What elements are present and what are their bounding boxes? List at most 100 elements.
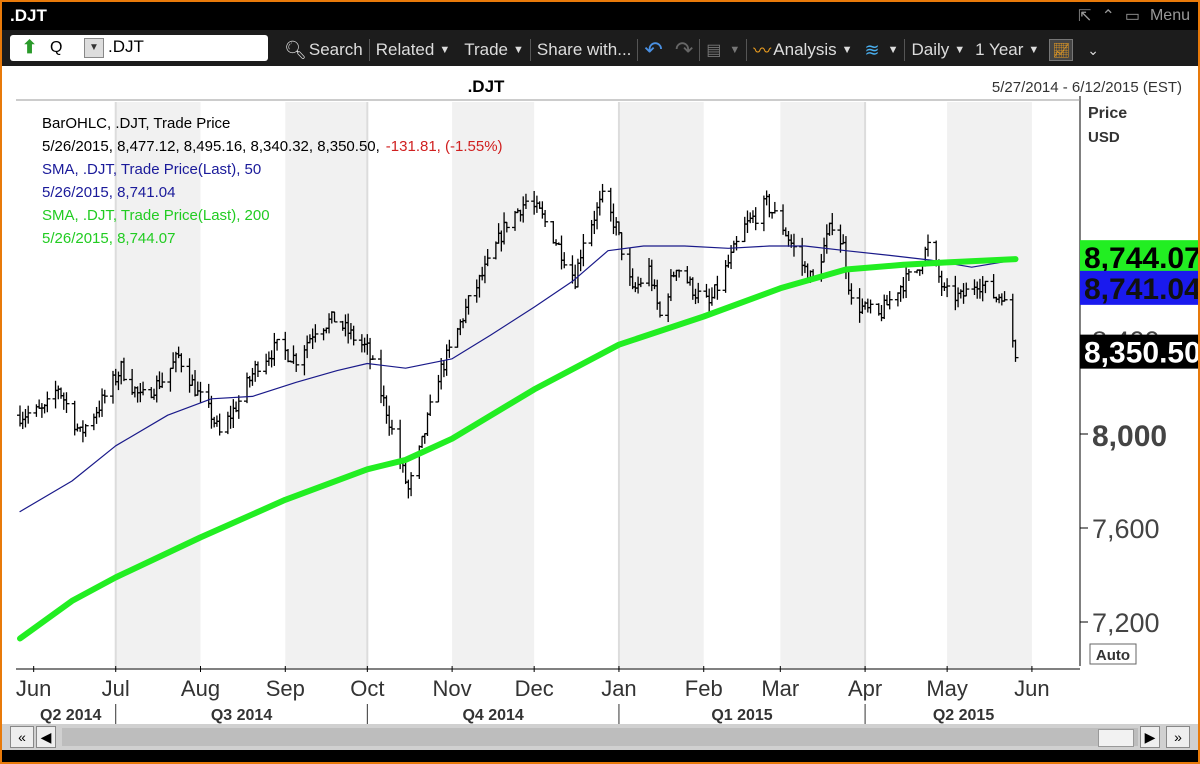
sma50-badge: 8,741.04	[1080, 270, 1200, 306]
studies-icon[interactable]: ≋	[864, 39, 880, 60]
ohlc-bar	[944, 278, 951, 298]
chevron-down-icon[interactable]: ▼	[841, 44, 853, 56]
x-tick-label: Mar	[761, 676, 799, 701]
auto-scale-button[interactable]	[1089, 643, 1137, 665]
ohlc-bar	[63, 392, 70, 413]
ohlc-bar	[120, 357, 127, 382]
more-chevrons-icon[interactable]: ⌄	[1087, 41, 1100, 58]
analysis-menu[interactable]: Analysis	[773, 40, 837, 59]
chart-symbol-title: .DJT	[468, 77, 505, 96]
ohlc-bar	[637, 277, 644, 288]
ohlc-bar	[197, 381, 204, 403]
menu-button[interactable]: Menu	[1149, 7, 1190, 24]
month-band	[285, 102, 368, 668]
chart-type-icon[interactable]: 📈︎	[1049, 39, 1074, 61]
interval-menu[interactable]: Daily	[911, 40, 950, 59]
ohlc-bar	[178, 353, 185, 373]
ohlc-bar	[561, 252, 568, 269]
scroll-far-left-icon[interactable]: «	[10, 726, 34, 748]
search-icon[interactable]: 🔍︎	[284, 39, 307, 60]
trade-menu[interactable]: Trade	[464, 40, 509, 59]
ohlc-bar	[829, 213, 836, 236]
scroll-left-icon[interactable]: ◀	[36, 726, 56, 748]
share-menu[interactable]: Share with...	[536, 40, 632, 59]
x-tick-label: Oct	[350, 676, 384, 701]
ohlc-bar	[388, 419, 395, 435]
month-band	[452, 102, 535, 668]
y-axis-panel	[1080, 66, 1198, 724]
x-tick-label: Jan	[601, 676, 636, 701]
ohlc-bar	[618, 232, 625, 261]
ohlc-bar	[886, 291, 893, 310]
restore-icon[interactable]: ▭	[1124, 8, 1140, 25]
title-bar: .DJT ⇱ ⌃ ▭ Menu	[2, 2, 1198, 30]
chevron-down-icon[interactable]: ▼	[1028, 44, 1040, 56]
quarter-label: Q3 2014	[211, 707, 272, 724]
chart-date-range: 5/27/2014 - 6/12/2015 (EST)	[992, 79, 1182, 96]
ohlc-bar	[752, 207, 759, 231]
ohlc-bar	[848, 283, 855, 305]
legend-ohlc-change: -131.81, (-1.55%)	[386, 138, 503, 155]
undo-icon[interactable]: ↶	[644, 37, 663, 62]
up-arrow-icon: ⬆	[22, 37, 38, 57]
analysis-icon[interactable]: 〰	[753, 41, 772, 61]
x-tick-label: Jun	[16, 676, 51, 701]
ohlc-bar	[867, 299, 874, 314]
chevron-down-icon[interactable]: ▼	[954, 44, 966, 56]
ohlc-bar	[963, 282, 970, 297]
search-button[interactable]: Search	[308, 40, 363, 59]
ohlc-bar	[676, 269, 683, 278]
symbol-input[interactable]	[108, 37, 258, 57]
ohlc-bar	[1012, 339, 1019, 362]
time-scrollbar[interactable]: « ◀ ▶ »	[2, 724, 1198, 750]
ohlc-bar	[408, 472, 415, 497]
legend-sma200-value: 5/26/2015, 8,744.07	[42, 230, 175, 247]
related-menu[interactable]: Related	[375, 40, 435, 59]
scroll-right-icon[interactable]: ▶	[1140, 726, 1160, 748]
quarter-label: Q2 2015	[933, 707, 994, 724]
sma200-line	[17, 256, 1019, 642]
ohlc-bar	[905, 269, 912, 281]
quote-type-dropdown[interactable]: ▼	[84, 38, 104, 58]
month-band	[947, 102, 1032, 668]
pin-icon[interactable]: ⌃	[1101, 8, 1115, 25]
x-tick-label: Dec	[515, 676, 554, 701]
x-axis-ticks: Jun Jul Aug Sep Oct Nov Dec Jan Feb Mar Apr May Jun	[16, 666, 1080, 701]
ohlc-bar	[274, 338, 281, 351]
ohlc-bar	[369, 355, 376, 360]
toolbar-divider	[368, 39, 370, 61]
legend-ohlc-title: BarOHLC, .DJT, Trade Price	[42, 115, 230, 132]
ohlc-bar	[580, 234, 587, 267]
auto-scale-label: Auto	[1096, 647, 1130, 664]
scrollbar-thumb[interactable]	[1098, 729, 1134, 747]
toolbar: ⬆ Q ▼ 🔍︎ Search Related ▼ Trade ▼ Share …	[2, 30, 1198, 66]
ohlc-bar	[25, 405, 32, 424]
ohlc-bar	[503, 221, 510, 233]
x-tick-label: May	[926, 676, 968, 701]
scroll-far-right-icon[interactable]: »	[1166, 726, 1190, 748]
ohlc-bar	[101, 389, 108, 404]
scrollbar-track[interactable]	[62, 728, 1138, 747]
sma50-badge-label: 8,741.04	[1084, 273, 1198, 306]
chevron-down-icon[interactable]: ▼	[439, 44, 451, 56]
ohlc-bars	[17, 183, 1019, 499]
range-menu[interactable]: 1 Year	[975, 40, 1024, 59]
ohlc-bar	[542, 209, 549, 227]
ohlc-bar	[312, 324, 319, 343]
chevron-down-icon[interactable]: ▼	[513, 44, 524, 56]
moving-averages	[17, 245, 1019, 642]
redo-icon[interactable]: ↷	[674, 37, 694, 62]
toolbar-divider	[529, 39, 531, 61]
ohlc-bar	[293, 353, 300, 372]
folder-icon[interactable]: ▤	[706, 42, 722, 59]
ohlc-bar	[427, 394, 434, 416]
chevron-down-icon[interactable]: ▼	[887, 44, 899, 56]
last-badge-bg	[1080, 334, 1198, 369]
ohlc-bar	[790, 233, 797, 257]
popout-icon[interactable]: ⇱	[1078, 8, 1092, 25]
ohlc-bar	[159, 372, 166, 388]
price-badges: 8,744.078,741.04 8,350.50	[1080, 240, 1200, 370]
chevron-down-icon[interactable]: ▼	[729, 44, 741, 56]
